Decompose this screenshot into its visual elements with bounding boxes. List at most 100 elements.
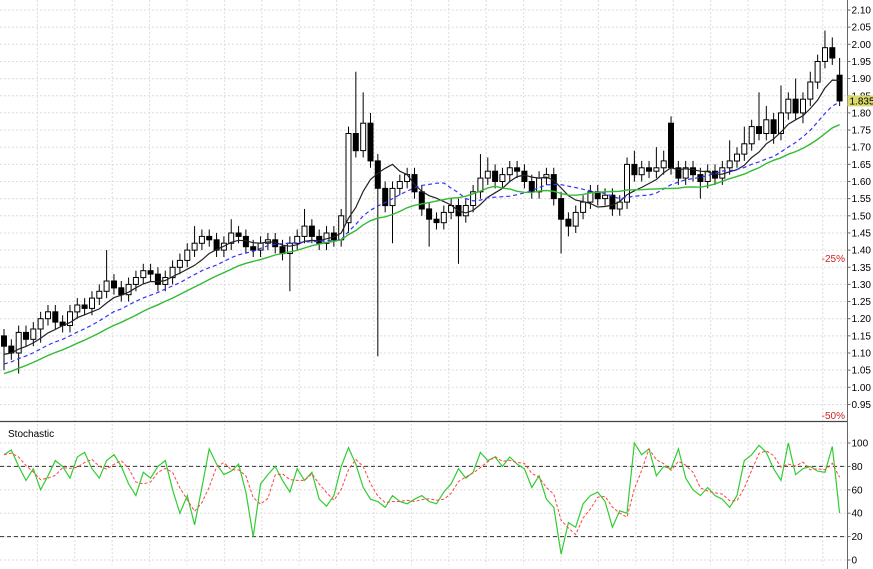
ma-mid-line xyxy=(3,101,840,365)
candle-down xyxy=(521,170,528,182)
price-tick-label: 1.15 xyxy=(852,331,872,342)
candle-up xyxy=(360,122,367,152)
candle-down xyxy=(433,218,440,224)
candle-down xyxy=(367,122,374,162)
stochastic-d-line xyxy=(3,447,841,536)
candle-down xyxy=(565,218,572,227)
candle-up xyxy=(96,290,103,299)
candle-up xyxy=(462,205,469,217)
candle-down xyxy=(558,198,565,220)
candle-up xyxy=(45,311,51,320)
candle-down xyxy=(147,270,154,275)
candle-up xyxy=(30,328,37,340)
candle-up xyxy=(506,167,513,176)
price-tick-label: 1.55 xyxy=(852,194,872,205)
minus-25-percent-label: -25% xyxy=(822,254,845,265)
candle-down xyxy=(792,98,799,114)
candle-up xyxy=(89,297,95,309)
candle-up xyxy=(587,191,594,203)
candle-down xyxy=(836,74,843,102)
candle-up xyxy=(543,174,550,179)
candle-up xyxy=(338,215,345,241)
candle-up xyxy=(125,283,132,296)
price-tick-label: 1.90 xyxy=(852,74,872,85)
stoch-tick-label: 0 xyxy=(852,556,858,567)
candle-down xyxy=(352,133,359,152)
right-axis-labels: 2.102.052.001.951.901.851.801.751.701.65… xyxy=(847,6,872,567)
candle-up xyxy=(800,98,806,114)
stoch-tick-label: 20 xyxy=(852,532,864,543)
candle-down xyxy=(1,335,7,347)
candle-up xyxy=(602,194,609,200)
stoch-tick-label: 60 xyxy=(852,485,864,496)
candle-up xyxy=(389,187,396,207)
candle-up xyxy=(198,235,205,244)
candle-up xyxy=(294,235,301,244)
candle-up xyxy=(345,133,352,224)
candle-up xyxy=(734,153,740,162)
price-tick-label: 1.35 xyxy=(852,263,872,274)
candle-down xyxy=(154,273,161,285)
candle-up xyxy=(616,201,623,210)
candle-up xyxy=(176,259,183,268)
candle-up xyxy=(74,304,81,313)
candle-up xyxy=(169,266,176,279)
candle-up xyxy=(499,174,506,183)
candle-down xyxy=(111,280,117,289)
candle-down xyxy=(668,122,674,169)
price-tick-label: 1.25 xyxy=(852,297,872,308)
candle-down xyxy=(426,208,433,220)
stochastic-k-line xyxy=(3,441,841,555)
minus-50-percent-label: -50% xyxy=(822,411,845,422)
ma-slow-line xyxy=(3,124,840,375)
price-tick-label: 2.10 xyxy=(852,6,872,17)
candle-up xyxy=(301,225,308,237)
candle-up xyxy=(778,112,784,135)
stoch-tick-label: 100 xyxy=(852,439,869,450)
candle-up xyxy=(191,242,198,251)
candle-up xyxy=(572,211,579,227)
candle-up xyxy=(404,174,411,183)
candle-down xyxy=(52,311,59,323)
candle-up xyxy=(660,160,667,169)
candle-up xyxy=(67,311,73,326)
ma-fast-line xyxy=(3,79,840,355)
candle-up xyxy=(580,201,587,213)
svg-text:1.835: 1.835 xyxy=(850,96,873,107)
candle-up xyxy=(396,181,403,189)
candle-up xyxy=(440,211,447,224)
candle-up xyxy=(822,47,828,62)
candle-down xyxy=(609,194,616,210)
price-tick-label: 1.95 xyxy=(852,57,872,68)
stochastic-panel-label: Stochastic xyxy=(8,429,54,440)
price-tick-label: 2.05 xyxy=(852,23,872,34)
last-price-label: 1.835 xyxy=(847,95,873,107)
price-tick-label: 1.40 xyxy=(852,246,872,257)
price-tick-label: 1.70 xyxy=(852,143,872,154)
candle-down xyxy=(829,47,836,59)
candle-down xyxy=(690,167,696,176)
candle-up xyxy=(228,232,235,244)
price-tick-label: 1.75 xyxy=(852,126,872,137)
candle-up xyxy=(140,270,147,279)
price-tick-label: 1.45 xyxy=(852,229,872,240)
candle-up xyxy=(748,126,755,145)
price-tick-label: 1.50 xyxy=(852,211,872,222)
stoch-tick-label: 80 xyxy=(852,462,864,473)
candle-down xyxy=(770,119,777,135)
price-tick-label: 1.30 xyxy=(852,280,872,291)
candle-up xyxy=(682,167,689,179)
candle-down xyxy=(206,235,213,241)
candle-up xyxy=(638,167,645,176)
candle-down xyxy=(550,174,557,200)
candle-down xyxy=(756,126,762,134)
candle-up xyxy=(741,143,748,155)
candle-down xyxy=(308,225,315,237)
candle-down xyxy=(81,304,88,309)
candle-down xyxy=(235,232,242,237)
candle-up xyxy=(814,61,821,83)
candle-up xyxy=(763,119,770,135)
candle-up xyxy=(624,163,630,203)
candle-up xyxy=(484,170,491,179)
candle-up xyxy=(470,191,477,207)
